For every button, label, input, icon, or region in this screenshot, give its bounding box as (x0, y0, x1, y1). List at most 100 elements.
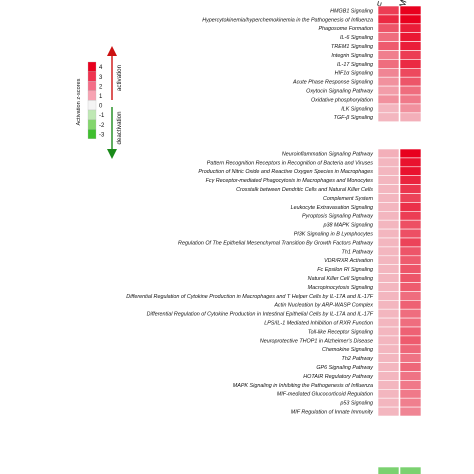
row-label: Neuroinflammation Signaling Pathway (282, 151, 373, 157)
heatmap-cell (399, 246, 422, 257)
legend-title: Activation z-scores (76, 78, 82, 125)
legend-swatch (87, 119, 97, 130)
legend-tick-label: 4 (99, 65, 103, 71)
heatmap-cell (399, 193, 422, 203)
heatmap-cell (399, 255, 422, 266)
heatmap-cell (399, 237, 422, 248)
row-label: Chemokine Signaling (322, 347, 373, 353)
heatmap-cell (377, 273, 400, 283)
row-label: Leukocyte Extravasation Signaling (291, 205, 373, 211)
heatmap-cell (377, 335, 400, 346)
row-label: HMGB1 Signaling (330, 8, 373, 14)
row-label: IL-17 Signaling (337, 62, 373, 68)
heatmap-cell (377, 353, 400, 363)
legend-tick-label: -1 (99, 113, 105, 119)
heatmap-cell (399, 94, 422, 105)
row-label: p53 Signaling (339, 401, 373, 407)
heatmap-cell (399, 76, 422, 87)
heatmap-cell (377, 193, 400, 203)
row-label: Actin Nucleation by ARP-WASP Complex (273, 303, 373, 309)
activation-arrow-head (107, 46, 117, 56)
heatmap-cell (399, 14, 422, 25)
heatmap-cell (399, 157, 422, 168)
legend-tick-label: 1 (99, 94, 103, 100)
row-label: Production of Nitric Oxide and Reactive … (198, 169, 373, 175)
heatmap-cell (399, 85, 422, 96)
heatmap-cell (399, 317, 422, 328)
column-header: F (375, 0, 386, 8)
heatmap-cell (377, 184, 400, 194)
row-label: Complement System (323, 196, 374, 202)
heatmap-cell (377, 103, 400, 114)
heatmap-cell (377, 50, 400, 60)
heatmap-cell (399, 397, 422, 408)
row-label: Regulation Of The Epithelial Mesenchymal… (178, 240, 373, 246)
heatmap-cell (399, 166, 422, 177)
heatmap-cell (377, 14, 400, 25)
heatmap-cell (377, 299, 400, 310)
row-label: HIF1α Signaling (335, 71, 373, 77)
heatmap-cell (399, 291, 422, 301)
row-label: Th1 Pathway (342, 249, 374, 255)
heatmap-cell (377, 166, 400, 177)
heatmap-cell (377, 344, 400, 354)
row-label: ILK Signaling (341, 106, 373, 112)
legend-tick-label: -3 (99, 132, 105, 138)
heatmap-cell (377, 362, 400, 372)
heatmap-cell (377, 317, 400, 328)
row-label: MIF-mediated Glucocorticoid Regulation (277, 392, 373, 398)
heatmap-cell (399, 388, 422, 399)
row-label: Phagosome Formation (318, 26, 373, 32)
heatmap-cell (377, 202, 400, 212)
heatmap-cell (399, 228, 422, 239)
row-label: LPS/IL-1 Mediated Inhibition of RXR Func… (264, 321, 373, 327)
heatmap-cell (377, 85, 400, 96)
heatmap-cell (399, 371, 422, 381)
row-label: Fcγ Receptor-mediated Phagocytosis in Ma… (206, 178, 374, 184)
heatmap-cell (377, 148, 400, 159)
heatmap-cell (399, 68, 422, 78)
heatmap-cell (377, 94, 400, 105)
row-label: VDR/RXR Activation (324, 258, 373, 264)
legend-swatch (87, 71, 97, 82)
row-label: Pyroptosis Signaling Pathway (302, 214, 373, 220)
color-legend: 4 3 2 1 0 -1 -2 -3 Activation z-scores activation… (76, 46, 123, 159)
legend-swatch (87, 100, 97, 111)
heatmap-cell (377, 219, 400, 230)
heatmap-cell (399, 23, 422, 33)
heatmap-cell (377, 228, 400, 239)
row-group: HMGB1 Signaling Hypercytokinemia/hyperche… (202, 5, 422, 123)
heatmap-cell (377, 326, 400, 337)
heatmap-cell (399, 112, 422, 123)
heatmap-cell (377, 112, 400, 123)
heatmap-cell (399, 273, 422, 283)
heatmap-cell (399, 103, 422, 114)
heatmap-cell (399, 335, 422, 346)
heatmap-cell (377, 23, 400, 33)
deactivation-arrow-head (107, 149, 117, 159)
row-label: Natural Killer Cell Signaling (308, 276, 373, 282)
deactivation-label: deactivation (116, 111, 123, 145)
heatmap-cell (399, 50, 422, 60)
row-label: Fc Epsilon RI Signaling (317, 267, 373, 273)
heatmap-cell (399, 466, 422, 474)
heatmap-cell (399, 32, 422, 42)
heatmap-cell (399, 344, 422, 354)
legend-tick-label: 0 (99, 104, 103, 110)
heatmap-cell (399, 353, 422, 363)
heatmap-cell (377, 397, 400, 408)
heatmap-cell (377, 466, 400, 474)
row-group (377, 466, 422, 474)
row-label: IL-6 Signaling (340, 35, 373, 41)
row-label: Oxytocin Signaling Pathway (306, 89, 373, 95)
legend-tick-label: 2 (99, 84, 103, 90)
heatmap-cell (377, 291, 400, 301)
row-label: HOTAIR Regulatory Pathway (303, 374, 373, 380)
legend-swatch (87, 129, 97, 139)
row-group: Neuroinflammation Signaling Pathway Patte… (126, 148, 422, 417)
heatmap-cell (377, 32, 400, 42)
heatmap-cell (377, 68, 400, 78)
row-label: MIF Regulation of Innate Immunity (291, 410, 374, 416)
heatmap-cell (399, 41, 422, 51)
row-label: Neuroprotective THOP1 in Alzheimer's Dis… (260, 338, 373, 344)
